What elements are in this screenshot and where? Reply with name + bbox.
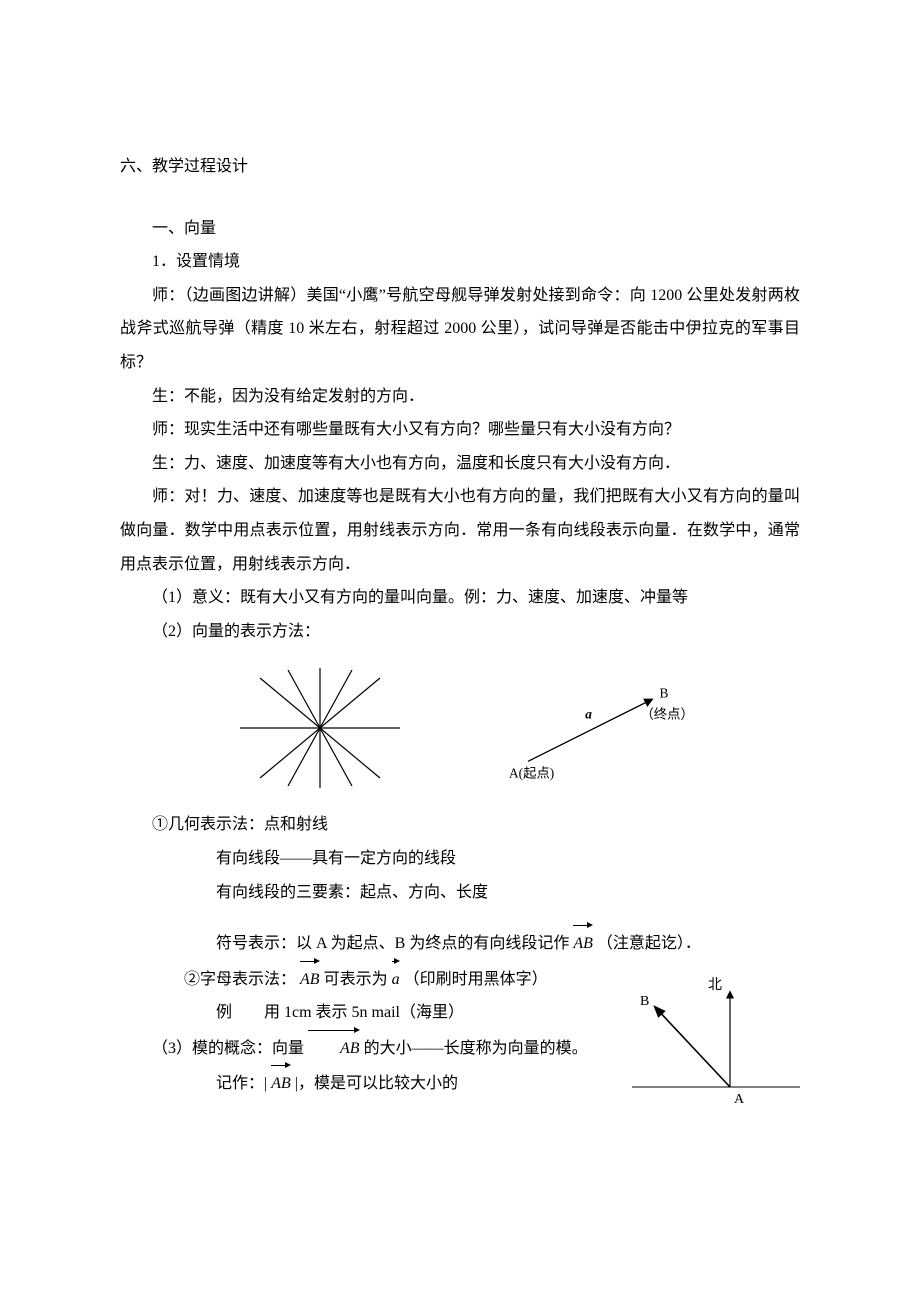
vec-b-sub: （终点） bbox=[640, 707, 690, 722]
vector-a: a bbox=[392, 961, 400, 997]
subheading-vector: 一、向量 bbox=[120, 212, 800, 246]
letter-rep-line: ②字母表示法： AB 可表示为 a （印刷时用黑体字） bbox=[120, 961, 610, 997]
mod-prefix: （3）模的概念：向量 bbox=[152, 1040, 308, 1057]
page: 六、教学过程设计 一、向量 1．设置情境 师：（边画图边讲解）美国“小鹰”号航空… bbox=[0, 0, 920, 1302]
arrow-ab-diagram: a B （终点） A(起点) bbox=[490, 668, 690, 788]
vector-ab-4: AB bbox=[271, 1065, 291, 1101]
mod2-prefix: 记作：| bbox=[216, 1075, 271, 1092]
geometric-rep-title: ①几何表示法：点和射线 bbox=[120, 808, 800, 842]
vec-a-start-label: A(起点) bbox=[509, 766, 554, 781]
vec-b-label: B bbox=[660, 686, 669, 701]
vector-ab-1: AB bbox=[573, 925, 593, 961]
dialog-teacher-1: 师：（边画图边讲解）美国“小鹰”号航空母舰导弹发射处接到命令：向 1200 公里… bbox=[120, 279, 800, 380]
text-with-compass: ②字母表示法： AB 可表示为 a （印刷时用黑体字） 例 用 1cm 表示 5… bbox=[120, 961, 800, 1127]
geometric-rep-line2: 有向线段的三要素：起点、方向、长度 bbox=[120, 876, 800, 910]
modulus-line-2: 记作：| AB |，模是可以比较大小的 bbox=[120, 1065, 610, 1101]
modulus-line: （3）模的概念：向量 AB 的大小——长度称为向量的模。 bbox=[120, 1030, 610, 1066]
symbol-rep-line: 符号表示：以 A 为起点、B 为终点的有向线段记作 AB （注意起讫）． bbox=[120, 925, 800, 961]
north-label: 北 bbox=[708, 977, 722, 993]
dialog-teacher-2: 师：现实生活中还有哪些量既有大小又有方向？哪些量只有大小没有方向？ bbox=[120, 413, 800, 447]
letter-rep-prefix: ②字母表示法： bbox=[184, 971, 296, 988]
letter-rep-mid: 可表示为 bbox=[324, 971, 392, 988]
vector-ab-3: AB bbox=[308, 1030, 360, 1066]
mod-suffix: 的大小——长度称为向量的模。 bbox=[364, 1040, 588, 1057]
dialog-teacher-3: 师：对！力、速度、加速度等也是既有大小也有方向的量，我们把既有大小又有方向的量叫… bbox=[120, 480, 800, 581]
heading-section-6: 六、教学过程设计 bbox=[120, 150, 800, 184]
dialog-student-2: 生：力、速度、加速度等有大小也有方向，温度和长度只有大小没有方向． bbox=[120, 447, 800, 481]
geometric-rep-line1: 有向线段——具有一定方向的线段 bbox=[120, 842, 800, 876]
compass-b-label: B bbox=[640, 994, 649, 1009]
symbol-rep-prefix: 符号表示：以 A 为起点、B 为终点的有向线段记作 bbox=[216, 935, 573, 952]
spacer bbox=[120, 909, 800, 925]
symbol-rep-suffix: （注意起讫）． bbox=[597, 935, 701, 952]
ray-star-diagram bbox=[230, 658, 410, 798]
letter-rep-suffix: （印刷时用黑体字） bbox=[404, 971, 548, 988]
definition-meaning: （1）意义：既有大小又有方向的量叫向量。例：力、速度、加速度、冲量等 bbox=[120, 581, 800, 615]
compass-diagram: 北 B A bbox=[610, 967, 800, 1127]
vec-a-label: a bbox=[585, 707, 592, 722]
example-line: 例 用 1cm 表示 5n mail（海里） bbox=[120, 996, 610, 1030]
vector-ab-2: AB bbox=[300, 961, 320, 997]
definition-representation: （2）向量的表示方法： bbox=[120, 615, 800, 649]
mod2-suffix: |，模是可以比较大小的 bbox=[295, 1075, 458, 1092]
compass-a-label: A bbox=[734, 1092, 745, 1107]
subheading-setup: 1．设置情境 bbox=[120, 245, 800, 279]
diagram-row: a B （终点） A(起点) bbox=[120, 658, 800, 798]
dialog-student-1: 生：不能，因为没有给定发射的方向． bbox=[120, 380, 800, 414]
